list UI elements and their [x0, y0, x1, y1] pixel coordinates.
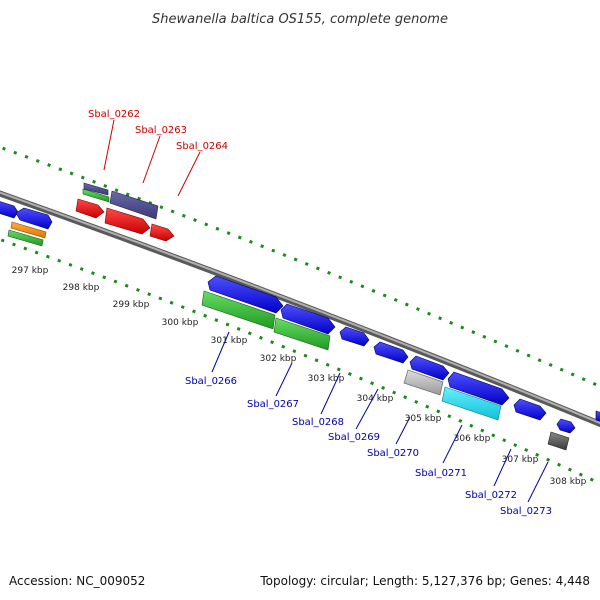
kbp-label: 298 kbp [63, 283, 100, 293]
gene-label-sbal-0262[interactable]: Sbal_0262 [88, 109, 140, 120]
accession-text: Accession: NC_009052 [9, 574, 145, 588]
kbp-label: 303 kbp [308, 374, 345, 384]
kbp-label: 300 kbp [162, 318, 199, 328]
gene-label-sbal-0264[interactable]: Sbal_0264 [176, 141, 228, 152]
top-label-leaders [103, 119, 201, 197]
gene-sbal-0266[interactable] [207, 275, 284, 314]
gene-left-blue-2[interactable] [15, 207, 53, 230]
gene-left-green[interactable] [7, 229, 44, 247]
kbp-label: 304 kbp [357, 394, 394, 404]
kbp-label: 299 kbp [113, 300, 150, 310]
kbp-label: 301 kbp [211, 336, 248, 346]
gene-label-sbal-0270[interactable]: Sbal_0270 [367, 448, 419, 459]
gene-left-blue-1[interactable] [0, 200, 19, 219]
genome-backbone [0, 190, 600, 428]
gene-grey[interactable] [403, 369, 444, 396]
gene-label-sbal-0263[interactable]: Sbal_0263 [135, 125, 187, 136]
gene-label-sbal-0272[interactable]: Sbal_0272 [465, 490, 517, 501]
gene-label-sbal-0271[interactable]: Sbal_0271 [415, 468, 467, 479]
kbp-labels: 297 kbp 298 kbp 299 kbp 300 kbp 301 kbp … [12, 266, 587, 487]
gene-label-sbal-0266[interactable]: Sbal_0266 [185, 376, 237, 387]
bottom-strand-genes [0, 200, 600, 451]
kbp-label: 307 kbp [502, 455, 539, 465]
gene-sbal-0272[interactable] [513, 398, 547, 421]
gene-label-sbal-0267[interactable]: Sbal_0267 [247, 399, 299, 410]
gene-sbal-0267[interactable] [280, 303, 336, 335]
gene-red-1[interactable] [75, 198, 105, 219]
kbp-label: 297 kbp [12, 266, 49, 276]
outer-tick-track [0, 145, 600, 388]
gene-label-sbal-0269[interactable]: Sbal_0269 [328, 432, 380, 443]
map-title: Shewanella baltica OS155, complete genom… [152, 12, 448, 27]
kbp-label: 305 kbp [405, 414, 442, 424]
gene-sbal-0262-green[interactable] [82, 188, 110, 203]
gene-right-edge[interactable] [595, 410, 600, 422]
kbp-label: 308 kbp [550, 477, 587, 487]
kbp-label: 302 kbp [260, 354, 297, 364]
bottom-gene-labels: Sbal_0266 Sbal_0267 Sbal_0268 Sbal_0269 … [185, 376, 552, 517]
gene-red-2[interactable] [104, 207, 151, 235]
gene-label-sbal-0268[interactable]: Sbal_0268 [292, 417, 344, 428]
gene-sbal-0262-blue[interactable] [83, 182, 109, 196]
gene-green-1[interactable] [201, 290, 276, 330]
genome-summary-text: Topology: circular; Length: 5,127,376 bp… [259, 574, 590, 588]
kbp-label: 306 kbp [454, 434, 491, 444]
gene-sbal-0264[interactable] [149, 223, 175, 242]
top-strand-genes [75, 182, 175, 242]
gene-cyan[interactable] [441, 386, 502, 421]
gene-left-orange[interactable] [10, 221, 47, 239]
gene-sbal-0268[interactable] [339, 326, 370, 347]
gene-sbal-0270[interactable] [409, 355, 450, 381]
gene-label-sbal-0273[interactable]: Sbal_0273 [500, 506, 552, 517]
top-gene-labels: Sbal_0262 Sbal_0263 Sbal_0264 [88, 109, 228, 152]
gene-sbal-0273[interactable] [556, 418, 576, 434]
gene-sbal-0263[interactable] [109, 190, 159, 220]
gene-dark-grey[interactable] [547, 431, 570, 451]
gene-green-2[interactable] [273, 317, 331, 351]
gene-sbal-0271[interactable] [447, 371, 510, 406]
gene-sbal-0269[interactable] [373, 341, 409, 364]
bottom-label-leaders [211, 331, 549, 503]
